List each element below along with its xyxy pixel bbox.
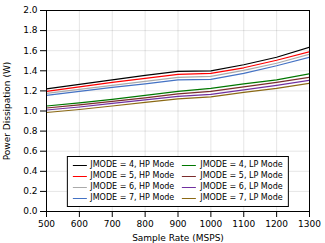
html-text:JMODE = 5, LP Mode: JMODE = 5, LP Mode (200, 171, 283, 180)
svg-text:900: 900 (169, 219, 186, 229)
svg-text:500: 500 (38, 219, 55, 229)
svg-text:1.2: 1.2 (23, 86, 37, 96)
html-text:JMODE = 6, HP Mode: JMODE = 6, HP Mode (90, 182, 175, 191)
svg-text:1.4: 1.4 (23, 66, 38, 76)
svg-text:1.8: 1.8 (23, 25, 38, 35)
svg-text:1200: 1200 (265, 219, 288, 229)
svg-text:1.6: 1.6 (23, 46, 38, 56)
svg-text:600: 600 (71, 219, 88, 229)
svg-text:1000: 1000 (199, 219, 222, 229)
html-text:JMODE = 4, HP Mode: JMODE = 4, HP Mode (90, 160, 175, 169)
svg-text:0.6: 0.6 (23, 146, 38, 156)
svg-text:800: 800 (137, 219, 154, 229)
html-text:JMODE = 7, HP Mode: JMODE = 7, HP Mode (90, 193, 175, 202)
svg-text:700: 700 (104, 219, 121, 229)
html-text:JMODE = 5, HP Mode: JMODE = 5, HP Mode (90, 171, 175, 180)
svg-text:0.8: 0.8 (23, 126, 38, 136)
svg-text:0.0: 0.0 (23, 206, 38, 216)
svg-text:1100: 1100 (232, 219, 255, 229)
html-text:JMODE = 6, LP Mode: JMODE = 6, LP Mode (200, 182, 283, 191)
svg-text:Sample Rate (MSPS): Sample Rate (MSPS) (132, 233, 224, 243)
svg-text:2.0: 2.0 (23, 5, 38, 15)
svg-text:Power Dissipation (W): Power Dissipation (W) (2, 62, 12, 161)
svg-text:1300: 1300 (298, 219, 321, 229)
svg-text:0.2: 0.2 (23, 186, 37, 196)
svg-text:0.4: 0.4 (23, 166, 38, 176)
svg-text:1.0: 1.0 (23, 106, 38, 116)
html-text:JMODE = 4, LP Mode: JMODE = 4, LP Mode (200, 160, 283, 169)
html-text:JMODE = 7, LP Mode: JMODE = 7, LP Mode (200, 193, 283, 202)
